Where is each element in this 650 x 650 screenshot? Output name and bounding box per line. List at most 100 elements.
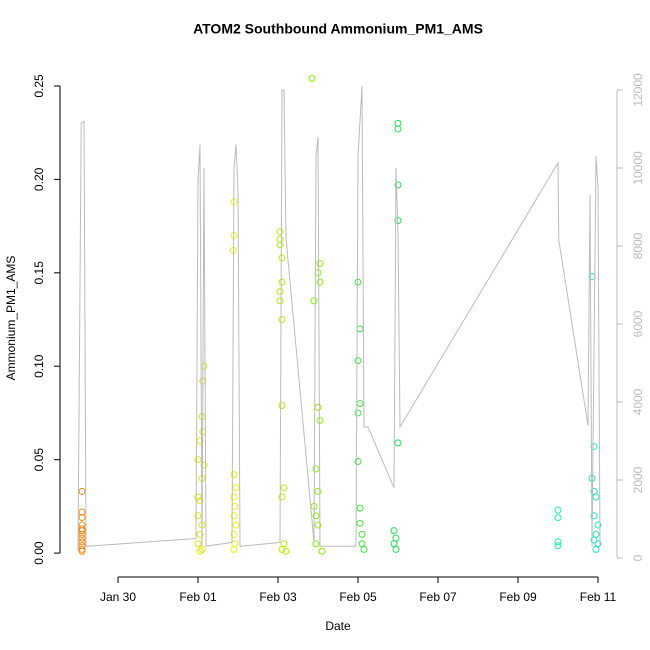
- data-point: [200, 461, 208, 469]
- data-point: [394, 181, 402, 189]
- data-point: [392, 545, 400, 553]
- y2-tick-label: 0: [631, 554, 645, 561]
- data-point: [282, 547, 290, 555]
- data-point: [308, 74, 316, 82]
- y2-tick-label: 6000: [631, 310, 645, 337]
- data-point: [196, 497, 204, 505]
- data-point: [390, 540, 398, 548]
- data-point: [230, 545, 238, 553]
- data-point: [316, 278, 324, 286]
- y2-tick-label: 8000: [631, 232, 645, 259]
- data-point: [194, 540, 202, 548]
- x-tick-label: Jan 30: [100, 590, 136, 604]
- data-point: [276, 235, 284, 243]
- data-point: [230, 530, 238, 538]
- data-point: [314, 487, 322, 495]
- data-point: [78, 534, 86, 542]
- data-point: [200, 362, 208, 370]
- data-point: [356, 325, 364, 333]
- data-point: [318, 547, 326, 555]
- data-point: [232, 521, 240, 529]
- data-point: [278, 278, 286, 286]
- data-point: [354, 409, 362, 417]
- y-tick-label: 0.00: [32, 541, 46, 565]
- data-point: [230, 512, 238, 520]
- x-tick-label: Feb 07: [419, 590, 457, 604]
- y2-tick-label: 2000: [631, 466, 645, 493]
- data-point: [554, 538, 562, 546]
- x-tick-label: Feb 01: [179, 590, 217, 604]
- chart-title: ATOM2 Southbound Ammonium_PM1_AMS: [193, 21, 483, 37]
- data-point: [276, 228, 284, 236]
- data-point: [278, 493, 286, 501]
- data-point: [276, 241, 284, 249]
- data-point: [196, 547, 204, 555]
- data-point: [392, 534, 400, 542]
- data-point: [194, 512, 202, 520]
- y-tick-label: 0.15: [32, 261, 46, 285]
- data-point: [78, 508, 86, 516]
- altitude-line: [77, 86, 601, 551]
- data-point: [276, 297, 284, 305]
- data-point: [588, 273, 596, 281]
- y2-tick-label: 4000: [631, 388, 645, 415]
- data-point: [78, 545, 86, 553]
- data-point: [594, 521, 602, 529]
- data-point: [312, 465, 320, 473]
- data-point: [194, 493, 202, 501]
- y2-tick-label: 10000: [631, 151, 645, 185]
- data-point: [78, 538, 86, 546]
- data-point: [354, 458, 362, 466]
- data-point: [78, 527, 86, 535]
- data-point: [554, 506, 562, 514]
- data-point: [354, 278, 362, 286]
- data-point: [280, 484, 288, 492]
- data-point: [314, 403, 322, 411]
- data-point: [78, 514, 86, 522]
- data-point: [198, 413, 206, 421]
- data-point: [592, 493, 600, 501]
- data-point: [394, 439, 402, 447]
- y-tick-label: 0.25: [32, 74, 46, 98]
- data-point: [356, 400, 364, 408]
- data-point: [394, 119, 402, 127]
- y2-tick-label: 12000: [631, 73, 645, 107]
- data-point: [316, 259, 324, 267]
- data-point: [356, 519, 364, 527]
- y-axis-label: Ammonium_PM1_AMS: [4, 256, 18, 381]
- data-point: [230, 493, 238, 501]
- data-point: [592, 530, 600, 538]
- data-point: [194, 456, 202, 464]
- data-point: [231, 540, 239, 548]
- data-point: [232, 484, 240, 492]
- data-point: [230, 471, 238, 479]
- data-point: [78, 487, 86, 495]
- data-point: [78, 530, 86, 538]
- data-point: [278, 254, 286, 262]
- data-point: [360, 545, 368, 553]
- data-point: [78, 547, 86, 555]
- data-point: [394, 125, 402, 133]
- data-point: [590, 512, 598, 520]
- y-tick-label: 0.05: [32, 448, 46, 472]
- x-tick-label: Feb 09: [499, 590, 537, 604]
- data-point: [554, 542, 562, 550]
- data-point: [280, 540, 288, 548]
- data-point: [554, 514, 562, 522]
- data-point: [196, 530, 204, 538]
- data-point: [316, 416, 324, 424]
- data-point: [358, 530, 366, 538]
- data-point: [358, 540, 366, 548]
- data-point: [278, 316, 286, 324]
- data-point: [278, 401, 286, 409]
- x-tick-label: Feb 05: [339, 590, 377, 604]
- data-point: [314, 521, 322, 529]
- data-point: [356, 504, 364, 512]
- data-point: [310, 297, 318, 305]
- y-tick-label: 0.10: [32, 354, 46, 378]
- data-point: [198, 545, 206, 553]
- x-tick-label: Feb 03: [259, 590, 297, 604]
- data-point: [278, 545, 286, 553]
- data-point: [312, 512, 320, 520]
- data-point: [390, 527, 398, 535]
